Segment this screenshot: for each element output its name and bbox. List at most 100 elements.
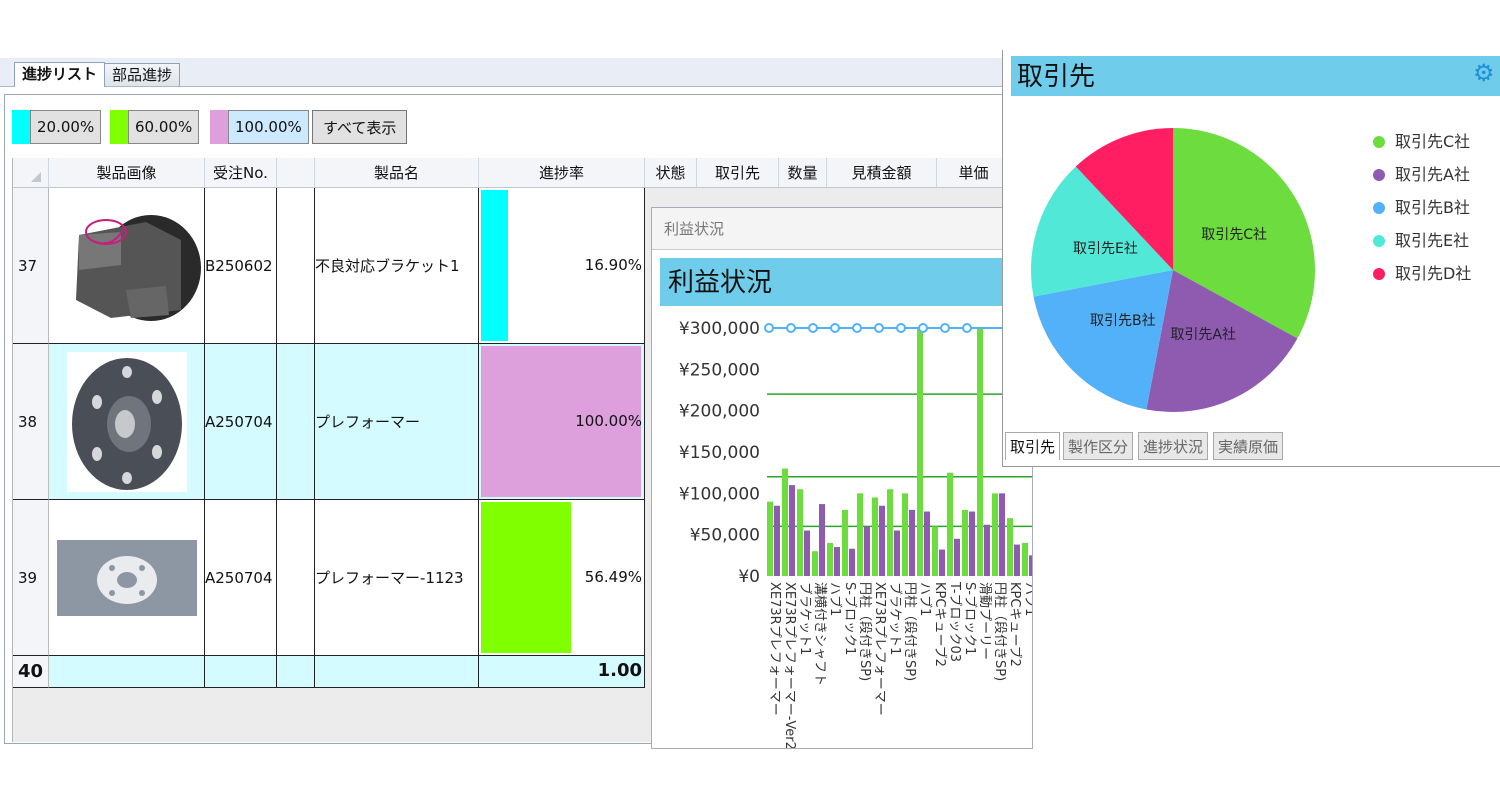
profit-window-titlebar[interactable]: 利益状況 [652, 208, 1032, 250]
y-tick-label: ¥150,000 [679, 443, 760, 463]
col-header-blank[interactable] [277, 158, 315, 188]
y-tick-label: ¥250,000 [679, 360, 760, 380]
legend-dot [1373, 202, 1385, 214]
order-no-cell[interactable]: A250704 [205, 500, 277, 656]
row-number: 37 [13, 188, 49, 344]
pie-slice [1075, 128, 1173, 270]
filter-20-button[interactable]: 20.00% [12, 110, 102, 144]
bar [797, 489, 803, 576]
col-header-quantity[interactable]: 数量 [779, 158, 827, 188]
pie-slice [1033, 270, 1173, 410]
bar [992, 493, 998, 576]
product-image-cell [49, 344, 205, 500]
pie-slice-label: 取引先E社 [1073, 241, 1138, 257]
row-number: 38 [13, 344, 49, 500]
row-number: 39 [13, 500, 49, 656]
tab-actual-cost[interactable]: 実績原価 [1213, 432, 1284, 460]
filter-label: 20.00% [30, 110, 102, 144]
legend-label: 取引先D社 [1395, 264, 1472, 283]
preformer-part-image [57, 540, 197, 616]
progress-text: 56.49% [584, 568, 642, 586]
bar [804, 530, 810, 576]
line-point [874, 323, 884, 333]
x-tick-label: ブラケット1 [797, 582, 813, 655]
y-tick-label: ¥200,000 [679, 402, 760, 422]
legend-dot [1373, 235, 1385, 247]
product-image-cell [49, 500, 205, 656]
pie-slice-label: 取引先C社 [1201, 227, 1267, 243]
bar [812, 551, 818, 576]
legend-item[interactable]: 取引先D社 [1373, 264, 1471, 284]
progress-cell[interactable]: 100.00% [479, 344, 645, 500]
progress-cell[interactable]: 16.90% [479, 188, 645, 344]
tab-parts-progress[interactable]: 部品進捗 [104, 63, 181, 86]
blank-cell[interactable] [277, 188, 315, 344]
product-name-cell[interactable]: 不良対応ブラケット1 [315, 188, 479, 344]
total-cell [277, 656, 315, 688]
bar [1022, 542, 1028, 576]
bar [842, 509, 848, 576]
filter-100-button[interactable]: 100.00% [210, 110, 309, 144]
bar [894, 530, 900, 576]
corner-triangle-icon [31, 172, 41, 182]
col-header-status[interactable]: 状態 [645, 158, 697, 188]
product-name-cell[interactable]: プレフォーマー [315, 344, 479, 500]
progress-total-cell: 1.00 [479, 656, 645, 688]
tab-progress-list[interactable]: 進捗リスト [14, 62, 106, 87]
bar [962, 509, 968, 576]
customer-window: 取引先 ⚙ 取引先C社 取引先A社 取引先B社 取引先E社 取引先C社 取引先A社 取… [1002, 50, 1500, 467]
progress-cell[interactable]: 56.49% [479, 500, 645, 656]
x-tick-label: KPCキューブ2 [932, 582, 948, 667]
col-header-unit-price[interactable]: 単価 [937, 158, 1011, 188]
progress-text: 16.90% [584, 256, 642, 274]
order-no-cell[interactable]: B250602 [205, 188, 277, 344]
col-header-image[interactable]: 製品画像 [49, 158, 205, 188]
bar [947, 472, 953, 576]
legend-dot [1373, 268, 1385, 280]
line-point [786, 323, 796, 333]
x-tick-label: S-ブロック1 [842, 582, 858, 655]
col-header-progress[interactable]: 進捗率 [479, 158, 645, 188]
col-header-order-no[interactable]: 受注No. [205, 158, 277, 188]
bar [767, 501, 773, 576]
line-point [808, 323, 818, 333]
select-all-corner[interactable] [13, 158, 49, 188]
legend-item[interactable]: 取引先A社 [1373, 165, 1470, 185]
profit-chart-title: 利益状況 [660, 258, 1032, 306]
pie-slice-label: 取引先B社 [1090, 313, 1156, 329]
bar [1029, 555, 1032, 576]
filter-label: 100.00% [228, 110, 309, 144]
col-header-estimate[interactable]: 見積金額 [827, 158, 937, 188]
x-tick-label: T-ブロック03 [947, 581, 963, 662]
bar [1007, 518, 1013, 576]
total-cell [315, 656, 479, 688]
bar [969, 511, 975, 576]
tab-progress-status[interactable]: 進捗状況 [1138, 432, 1209, 460]
blank-cell[interactable] [277, 344, 315, 500]
filter-label: 60.00% [128, 110, 200, 144]
tab-customer[interactable]: 取引先 [1005, 432, 1061, 460]
blank-cell[interactable] [277, 500, 315, 656]
bar [977, 328, 983, 576]
legend-label: 取引先B社 [1395, 198, 1470, 217]
col-header-product-name[interactable]: 製品名 [315, 158, 479, 188]
x-tick-label: XE73Rプレフォーマー [872, 582, 887, 716]
bar [902, 493, 908, 576]
show-all-button[interactable]: すべて表示 [312, 110, 408, 144]
tab-production-category[interactable]: 製作区分 [1063, 432, 1134, 460]
row-number: 40 [13, 656, 49, 688]
legend-item[interactable]: 取引先B社 [1373, 198, 1470, 218]
x-tick-label: 円柱（段付きSP) [902, 582, 917, 681]
x-tick-label: ブラケット1 [887, 582, 903, 655]
legend-item[interactable]: 取引先E社 [1373, 231, 1469, 251]
legend-item[interactable]: 取引先C社 [1373, 132, 1470, 152]
y-tick-label: ¥0 [738, 567, 760, 587]
settings-gear-icon[interactable]: ⚙ [1473, 59, 1495, 87]
filter-swatch [12, 110, 30, 144]
bar [819, 504, 825, 576]
order-no-cell[interactable]: A250704 [205, 344, 277, 500]
x-tick-label: ハブ1 [827, 582, 843, 616]
col-header-customer[interactable]: 取引先 [697, 158, 779, 188]
product-name-cell[interactable]: プレフォーマー-1123 [315, 500, 479, 656]
filter-60-button[interactable]: 60.00% [110, 110, 200, 144]
